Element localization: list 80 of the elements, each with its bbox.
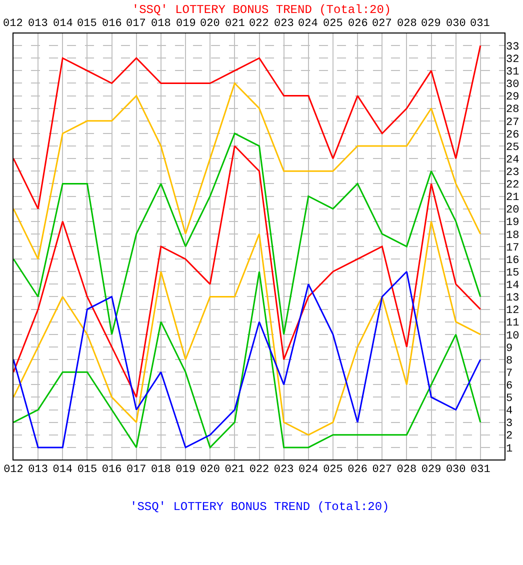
y-tick-label: 33: [506, 41, 520, 54]
y-tick-label: 18: [506, 230, 520, 242]
category-label: 028: [396, 464, 417, 476]
y-tick-label: 8: [506, 355, 513, 368]
x-tick-label: 019: [176, 18, 196, 30]
y-tick-label: 10: [506, 330, 520, 342]
line-series: [13, 132, 482, 336]
category-label: 013: [28, 464, 48, 476]
category-label: 019: [176, 464, 196, 476]
line-series: [13, 44, 482, 210]
y-tick-label: 23: [506, 167, 520, 179]
y-tick-label: 2: [506, 430, 513, 443]
x-tick-label: 023: [274, 18, 294, 30]
y-tick-label: 16: [506, 254, 520, 267]
x-tick-label: 016: [102, 18, 122, 30]
y-tick-label: 19: [506, 217, 520, 230]
y-tick-label: 29: [506, 92, 520, 104]
line-series: [13, 82, 482, 260]
x-tick-label: 024: [298, 18, 318, 30]
y-tick-label: 27: [506, 116, 520, 129]
category-label: 014: [52, 464, 73, 476]
category-label: 027: [372, 464, 392, 476]
y-tick-label: 9: [506, 342, 513, 355]
category-label: 024: [298, 464, 318, 476]
category-label: 022: [249, 464, 270, 476]
y-tick-label: 21: [506, 192, 520, 204]
category-label: 016: [102, 464, 122, 476]
y-tick-label: 6: [506, 380, 513, 392]
y-tick-label: 26: [506, 129, 520, 142]
y-tick-label: 28: [506, 104, 520, 116]
y-tick-label: 17: [506, 242, 520, 254]
x-tick-label: 029: [421, 18, 441, 30]
x-tick-label: 022: [249, 18, 269, 30]
y-tick-label: 7: [506, 368, 513, 380]
x-tick-label: 021: [225, 18, 246, 30]
y-tick-label: 1: [506, 443, 513, 456]
category-label: 021: [224, 464, 245, 476]
x-tick-label: 018: [151, 18, 171, 30]
category-label: 020: [200, 464, 220, 476]
category-label: 018: [151, 464, 171, 476]
y-tick-label: 11: [506, 318, 520, 330]
y-tick-label: 22: [506, 180, 520, 192]
y-tick-label: 3: [506, 418, 513, 430]
x-tick-label: 020: [200, 18, 220, 30]
category-label: 017: [126, 464, 146, 476]
x-tick-label: 012: [3, 18, 23, 30]
y-tick-label: 31: [506, 66, 520, 79]
x-tick-label: 026: [348, 18, 368, 30]
y-tick-label: 5: [506, 393, 513, 406]
category-label: 030: [446, 464, 466, 476]
x-tick-label: 027: [372, 18, 392, 30]
category-label: 023: [274, 464, 294, 476]
y-tick-label: 24: [506, 154, 520, 166]
y-tick-label: 13: [506, 292, 520, 305]
y-tick-label: 30: [506, 79, 520, 92]
y-tick-label: 14: [506, 280, 520, 292]
y-tick-label: 20: [506, 204, 520, 217]
category-label: 029: [421, 464, 442, 476]
category-label: 015: [77, 464, 98, 476]
category-label: 025: [323, 464, 343, 476]
x-tick-label: 013: [28, 18, 48, 30]
x-tick-label: 014: [53, 18, 74, 30]
x-tick-label: 028: [397, 18, 417, 30]
category-label: 031: [470, 464, 490, 476]
y-tick-label: 32: [506, 54, 520, 66]
y-tick-label: 25: [506, 142, 520, 154]
x-tick-label: 017: [126, 18, 146, 30]
y-tick-label: 4: [506, 406, 513, 418]
category-label: 012: [4, 464, 24, 476]
x-tick-label: 015: [77, 18, 97, 30]
chart-title: 'SSQ' LOTTERY BONUS TREND (Total:20): [132, 2, 392, 17]
text: 'SSQ' LOTTERY BONUS TREND (Total:20): [130, 500, 390, 514]
category-label: 026: [348, 464, 368, 476]
y-tick-label: 15: [506, 267, 520, 280]
x-tick-label: 030: [446, 18, 466, 30]
line-series: [13, 145, 482, 398]
x-tick-label: 031: [470, 18, 490, 30]
y-tick-label: 12: [506, 305, 520, 318]
x-tick-label: 025: [323, 18, 343, 30]
line-series: [13, 220, 482, 436]
